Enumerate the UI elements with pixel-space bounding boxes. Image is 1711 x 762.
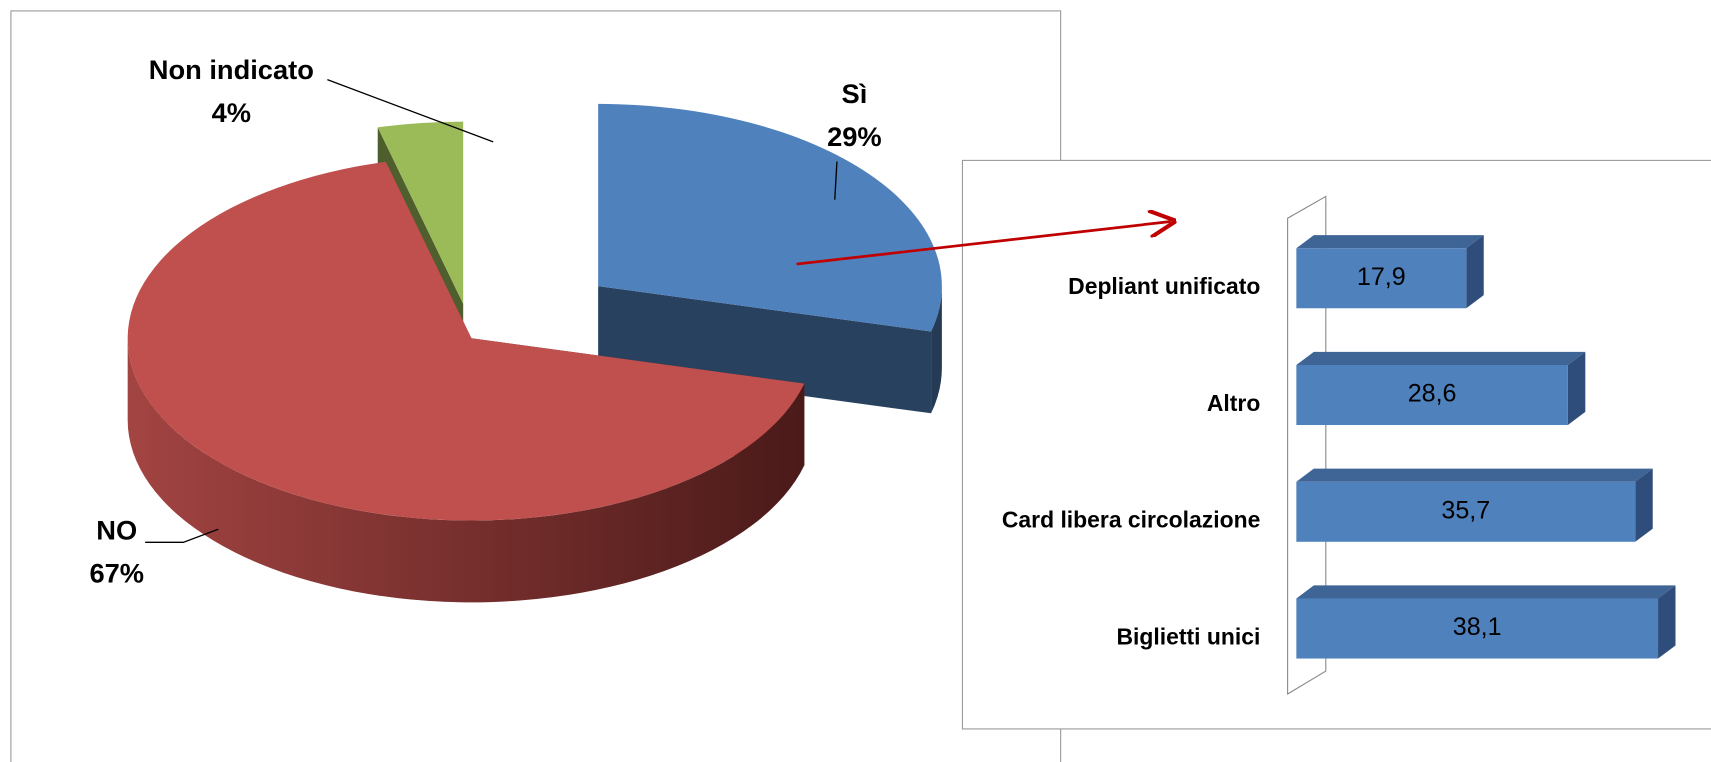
bar-top	[1296, 585, 1676, 599]
slice-label: NO	[96, 515, 137, 546]
leader-line	[327, 79, 494, 143]
y-tick-label: Card libera circolazione	[1002, 507, 1260, 533]
y-tick-label: Depliant unificato	[1068, 273, 1260, 299]
bar-side	[1658, 585, 1676, 659]
slice-value-label: 29%	[827, 121, 882, 152]
bar	[1296, 481, 1636, 542]
bar	[1296, 598, 1659, 659]
slice-label: Non indicato	[149, 54, 314, 85]
bar-value-label: 35,7	[1441, 496, 1490, 524]
bar-top	[1296, 351, 1586, 366]
pie-slice	[598, 103, 942, 332]
bar-top	[1296, 235, 1484, 249]
bar-value-label: 28,6	[1408, 380, 1457, 408]
pie-slice	[127, 161, 805, 521]
bar-side	[1466, 235, 1484, 309]
axis-wall	[1287, 195, 1327, 695]
arrow	[796, 222, 1171, 266]
bar	[1296, 365, 1568, 426]
slice-label: Sì	[842, 78, 868, 109]
pie-slice	[377, 121, 464, 304]
plot: Sì 29% NO 67% Non indicato 4% 17,9 Depliant un…	[10, 10, 1711, 762]
slice-value-label: 4%	[212, 97, 251, 128]
slice-side	[598, 286, 932, 414]
slice-wall	[127, 338, 805, 603]
pie-chart: Sì 29% NO 67% Non indicato 4%	[89, 54, 942, 603]
slice-value-label: 67%	[89, 557, 144, 588]
bar-side	[1635, 468, 1653, 542]
bar-chart: 17,9 Depliant unificato 28,6 Altro 35,7 Card …	[1002, 195, 1676, 695]
leader-line	[145, 528, 219, 543]
y-tick-label: Altro	[1207, 390, 1260, 416]
slice-wall	[931, 286, 942, 414]
bar-value-label: 38,1	[1453, 613, 1502, 641]
y-tick-label: Biglietti unici	[1117, 623, 1261, 649]
leader-line	[834, 161, 838, 200]
bar-side	[1567, 351, 1586, 426]
bar-top	[1296, 468, 1653, 482]
bar	[1296, 248, 1467, 309]
bar-value-label: 17,9	[1357, 263, 1406, 291]
